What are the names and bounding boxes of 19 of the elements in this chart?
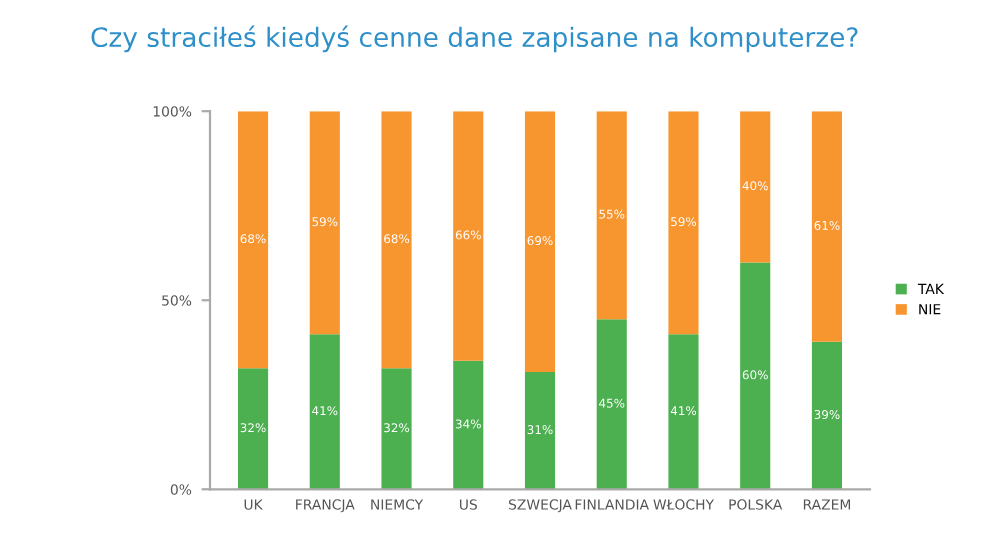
bar	[309, 334, 340, 490]
bar	[309, 111, 340, 335]
bar	[596, 319, 627, 490]
bar	[596, 111, 627, 320]
bar	[237, 111, 269, 369]
bar	[740, 262, 771, 490]
bar	[668, 334, 699, 490]
bar	[811, 341, 843, 490]
bar	[453, 111, 484, 361]
bar	[381, 111, 412, 369]
bar	[381, 368, 412, 490]
bar	[237, 368, 269, 490]
bar	[668, 111, 699, 335]
bar	[740, 111, 771, 263]
bar	[453, 360, 484, 490]
bar	[524, 372, 556, 490]
bar	[811, 111, 843, 342]
bar	[524, 111, 556, 373]
chart-title: Czy straciłeś kiedyś cenne dane zapisane na komputerze?	[91, 25, 858, 53]
